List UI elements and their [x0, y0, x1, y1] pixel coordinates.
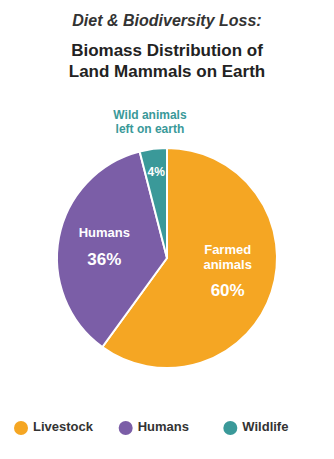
subtitle: Biomass Distribution ofLand Mammals on E… [69, 41, 265, 81]
data-label: 60% [211, 281, 245, 300]
pie [57, 148, 277, 368]
legend-marker [14, 421, 28, 435]
data-label: 4% [148, 165, 166, 179]
chart-svg: Diet & Biodiversity Loss: Biomass Distrib… [0, 0, 334, 459]
legend-label: Wildlife [242, 419, 288, 434]
annotation: Wild animalsleft on earth [113, 108, 187, 136]
chart-container: Diet & Biodiversity Loss: Biomass Distrib… [0, 0, 334, 459]
slice-label: Farmedanimals [203, 242, 251, 272]
legend-label: Humans [138, 419, 189, 434]
legend-label: Livestock [33, 419, 94, 434]
title: Diet & Biodiversity Loss: [72, 12, 261, 29]
legend-marker [119, 421, 133, 435]
legend: Livestock Humans Wildlife [14, 419, 288, 435]
pie-labels: Farmedanimals 60% Humans 36% 4% [79, 165, 252, 300]
slice-label: Humans [79, 225, 130, 240]
pie-slice [140, 148, 167, 258]
data-label: 36% [87, 250, 121, 269]
legend-marker [223, 421, 237, 435]
